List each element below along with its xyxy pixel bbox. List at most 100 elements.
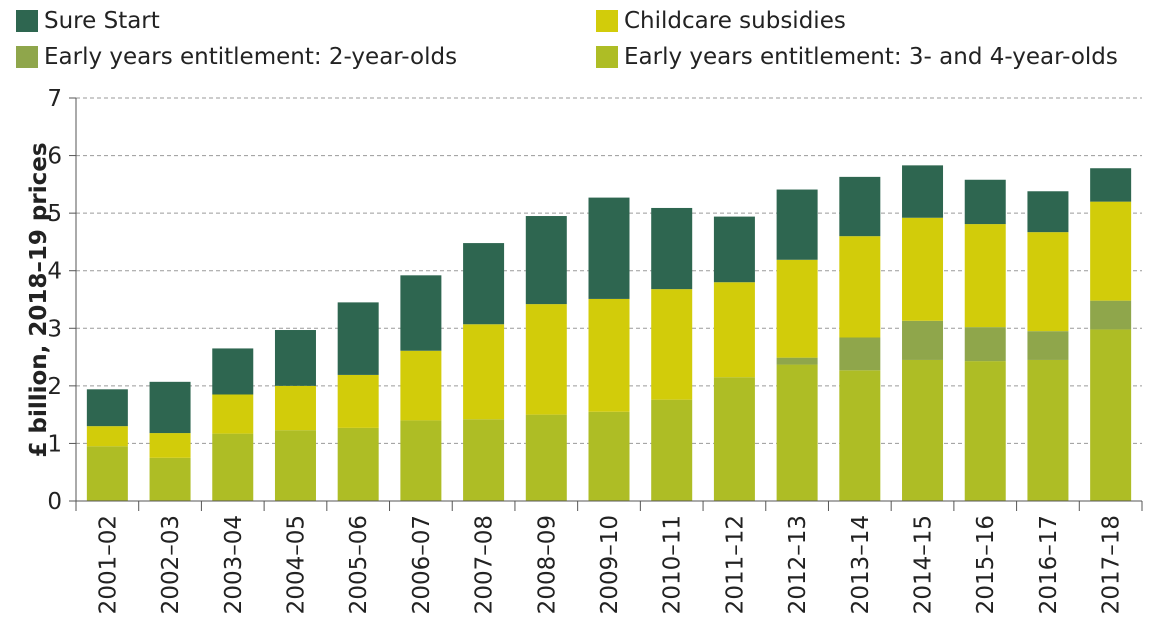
- bar-segment: [86, 426, 128, 447]
- axes: [75, 98, 1143, 511]
- x-tick-label: 2016–17: [1036, 515, 1062, 614]
- x-tick-label: 2001–02: [95, 515, 121, 614]
- x-tick-label: 2002–03: [158, 515, 184, 614]
- bar-segment: [902, 165, 944, 218]
- x-tick-label: 2004–05: [283, 515, 309, 614]
- x-tick-label: 2011–12: [722, 515, 748, 614]
- x-tick-label: 2008–09: [534, 515, 560, 614]
- bar-segment: [463, 419, 505, 501]
- bar-segment: [337, 374, 379, 428]
- bar-segment: [713, 216, 755, 283]
- bar-segment: [651, 399, 693, 501]
- bar-segment: [212, 394, 254, 434]
- x-tick-label: 2007–08: [472, 515, 498, 614]
- y-axis-label: £ billion, 2018–19 prices: [26, 142, 52, 457]
- y-tick-label: 0: [47, 489, 62, 515]
- bar-segment: [713, 377, 755, 501]
- x-tick-label: 2005–06: [346, 515, 372, 614]
- x-tick-label: 2013–14: [848, 515, 874, 614]
- legend-swatch-sure-start: [16, 10, 38, 32]
- bar-segment: [525, 216, 567, 305]
- bar-segment: [1090, 329, 1132, 501]
- bar-segment: [839, 337, 881, 371]
- bar-segment: [1090, 168, 1132, 202]
- legend-label-childcare-subsidies: Childcare subsidies: [624, 8, 846, 34]
- bar-segment: [902, 359, 944, 501]
- bar-segment: [651, 289, 693, 400]
- x-tick-label: 2014–15: [911, 515, 937, 614]
- x-tick-label: 2006–07: [409, 515, 435, 614]
- bar-segment: [964, 361, 1006, 501]
- y-tick-label: 3: [47, 316, 62, 342]
- legend-label-2-year-olds: Early years entitlement: 2-year-olds: [44, 44, 458, 70]
- bar-segment: [902, 320, 944, 360]
- bar-segment: [776, 364, 818, 501]
- bar-segment: [839, 370, 881, 501]
- y-tick-labels: 0 1 2 3 4 5 6 7: [47, 86, 62, 515]
- bar-segment: [1090, 300, 1132, 330]
- bar-segment: [776, 189, 818, 260]
- legend-item-2-year-olds: Early years entitlement: 2-year-olds: [16, 42, 457, 72]
- bar-segment: [463, 243, 505, 325]
- bar-segment: [212, 348, 254, 395]
- bar-segment: [964, 327, 1006, 362]
- y-tick-label: 7: [47, 86, 62, 112]
- bar-segment: [776, 259, 818, 358]
- x-tick-label: 2017–18: [1099, 515, 1125, 614]
- bar-segment: [902, 217, 944, 321]
- legend-label-sure-start: Sure Start: [44, 8, 160, 34]
- x-tick-label: 2010–11: [660, 515, 686, 614]
- bar-segment: [964, 179, 1006, 225]
- bar-segment: [776, 357, 818, 365]
- bar-segment: [274, 330, 316, 386]
- bar-segment: [588, 197, 630, 299]
- legend-item-3-4-year-olds: Early years entitlement: 3- and 4-year-o…: [596, 42, 1118, 72]
- legend-swatch-childcare-subsidies: [596, 10, 618, 32]
- bar-segment: [86, 446, 128, 501]
- x-tick-label: 2015–16: [973, 515, 999, 614]
- y-tick-label: 5: [47, 201, 62, 227]
- bar-segment: [525, 304, 567, 415]
- bar-segment: [839, 236, 881, 338]
- bar-segment: [1027, 359, 1069, 501]
- legend-swatch-3-4-year-olds: [596, 46, 618, 68]
- bar-segment: [400, 420, 442, 501]
- bar-segment: [212, 433, 254, 501]
- bar-segment: [839, 176, 881, 237]
- y-tick-label: 1: [47, 431, 62, 457]
- bar-segment: [463, 324, 505, 420]
- bar-segment: [274, 385, 316, 431]
- bar-segment: [274, 430, 316, 501]
- bar-segment: [86, 389, 128, 427]
- bar-segment: [1027, 232, 1069, 332]
- y-tick-label: 6: [47, 144, 62, 170]
- x-tick-label: 2003–04: [221, 515, 247, 614]
- bar-segment: [713, 282, 755, 378]
- legend-swatch-2-year-olds: [16, 46, 38, 68]
- bar-segment: [651, 207, 693, 290]
- bar-segment: [1090, 201, 1132, 301]
- legend-item-sure-start: Sure Start: [16, 6, 160, 36]
- bar-segment: [337, 427, 379, 501]
- bar-segment: [964, 224, 1006, 328]
- y-tick-label: 2: [47, 374, 62, 400]
- bars: [86, 165, 1132, 501]
- y-tick-label: 4: [47, 259, 62, 285]
- bar-segment: [1027, 331, 1069, 360]
- bar-segment: [149, 433, 191, 458]
- bar-segment: [588, 298, 630, 412]
- bar-segment: [337, 302, 379, 375]
- chart-legend: Sure Start Childcare subsidies Early yea…: [0, 0, 1157, 80]
- x-tick-label: 2012–13: [785, 515, 811, 614]
- bar-segment: [149, 381, 191, 434]
- legend-label-3-4-year-olds: Early years entitlement: 3- and 4-year-o…: [624, 44, 1118, 70]
- bar-segment: [400, 350, 442, 421]
- bar-segment: [400, 275, 442, 351]
- legend-item-childcare-subsidies: Childcare subsidies: [596, 6, 846, 36]
- bar-segment: [149, 457, 191, 501]
- bar-segment: [525, 414, 567, 501]
- bar-segment: [588, 411, 630, 501]
- x-tick-label: 2009–10: [597, 515, 623, 614]
- bar-segment: [1027, 191, 1069, 233]
